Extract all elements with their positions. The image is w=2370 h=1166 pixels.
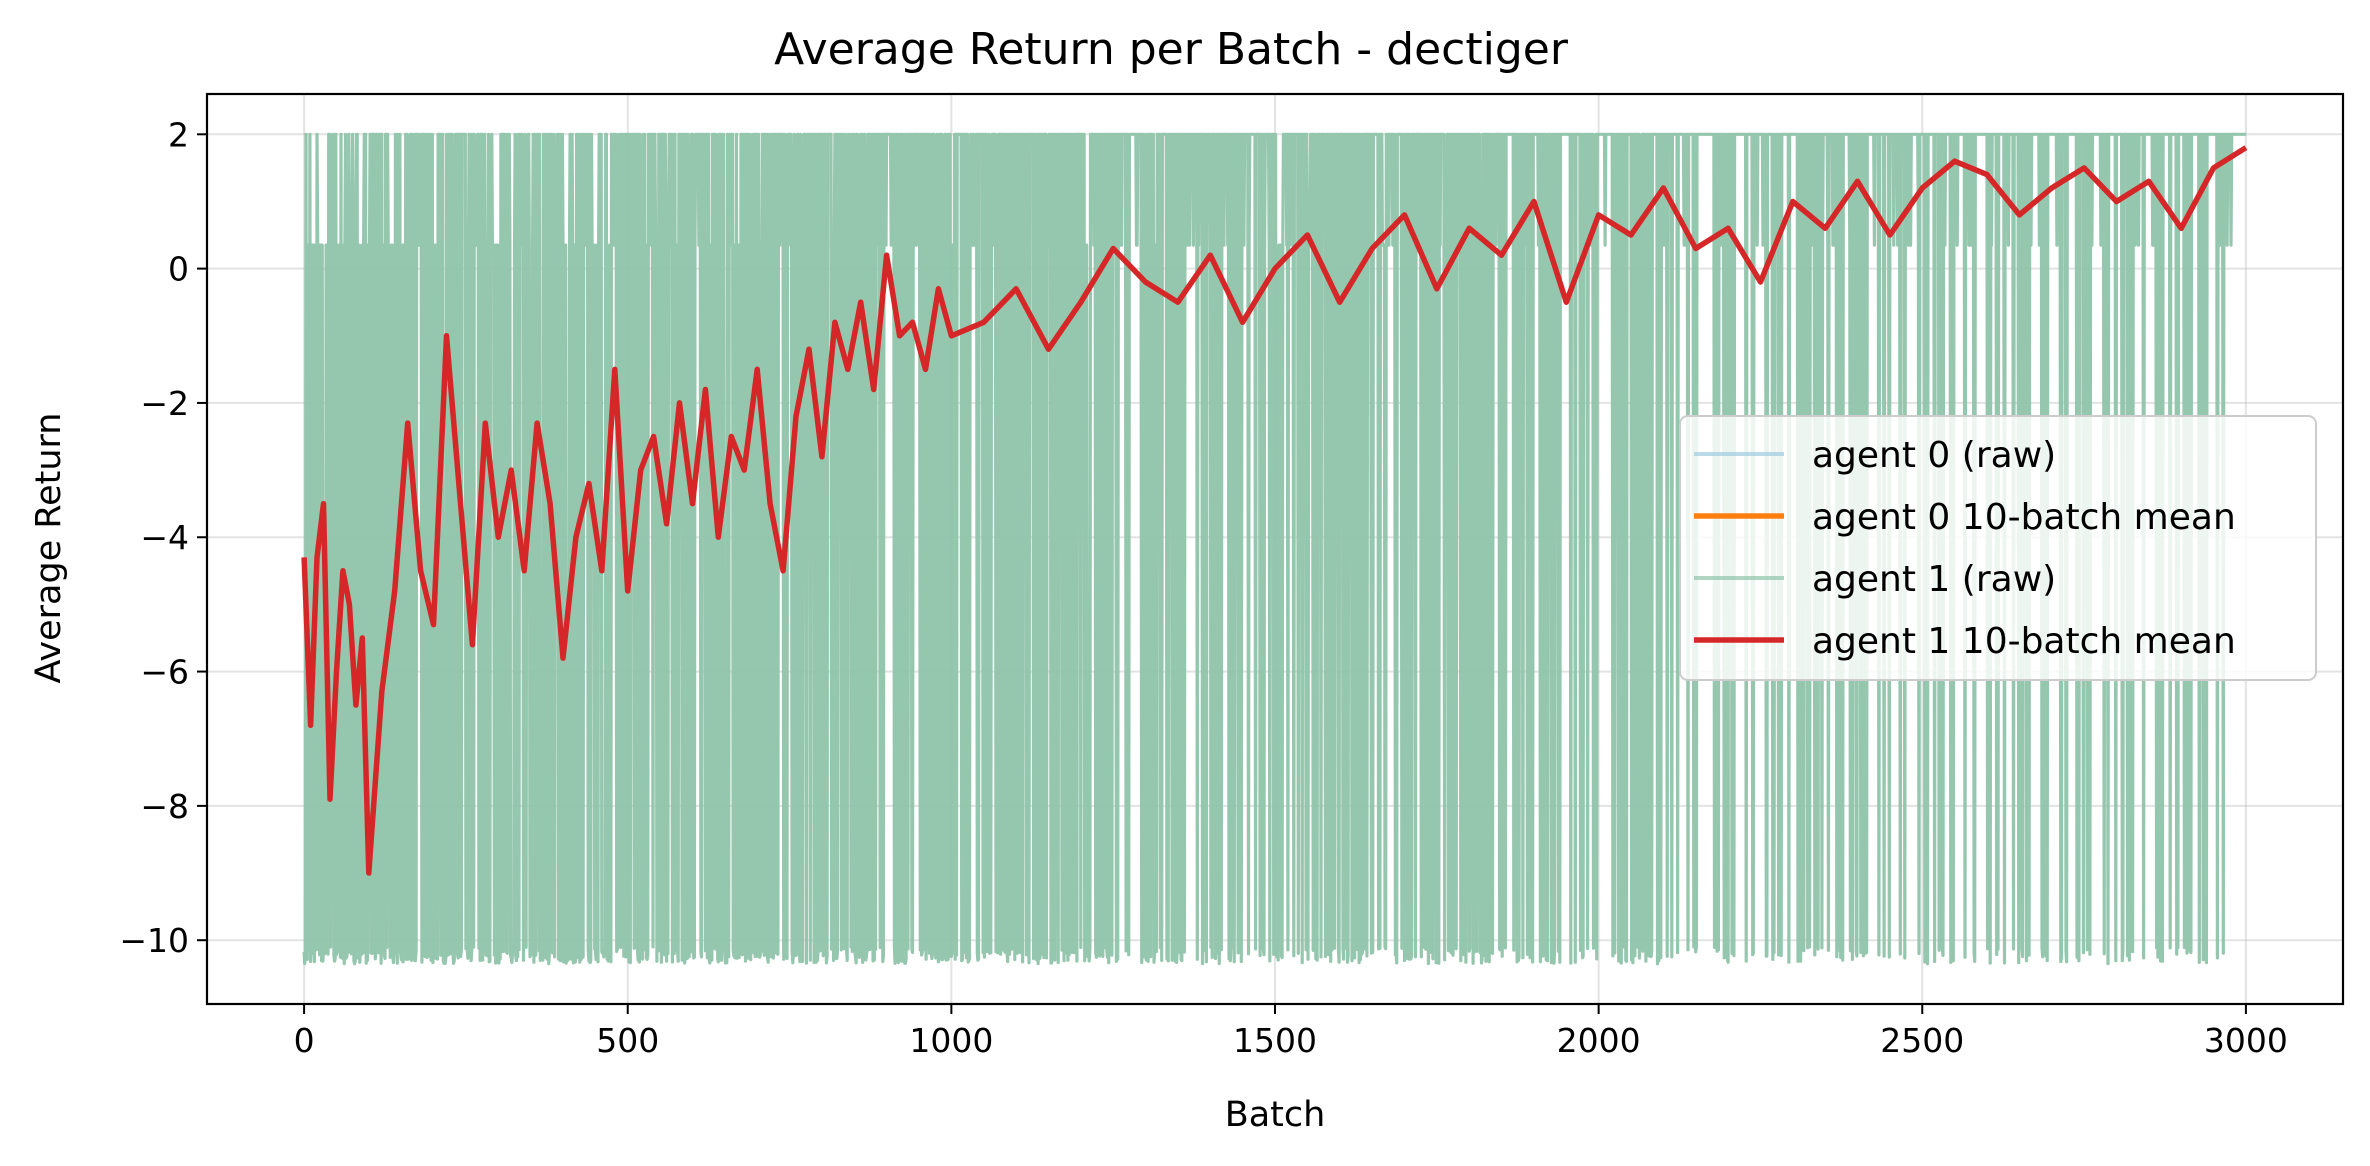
x-tick-label: 500 [596,1021,659,1060]
legend-label: agent 1 10-batch mean [1812,621,2236,662]
legend-label: agent 0 (raw) [1812,435,2056,476]
x-tick-label: 0 [294,1021,315,1060]
y-tick-label: −10 [119,921,189,960]
chart-title: Average Return per Batch - dectiger [774,24,1569,75]
y-axis-label: Average Return [29,413,69,684]
x-tick-label: 3000 [2204,1021,2288,1060]
raw-series-layer [302,132,2247,966]
y-tick-label: −4 [140,518,189,557]
legend-box [1679,415,2317,681]
x-axis: 0 500 1000 1500 2000 2500 3000 [294,1004,2288,1060]
y-axis: 2 0 −2 −4 −6 −8 −10 [119,115,207,960]
legend-label: agent 1 (raw) [1812,559,2056,600]
x-tick-label: 1500 [1233,1021,1317,1060]
x-tick-label: 2500 [1880,1021,1964,1060]
y-tick-label: −8 [140,787,189,826]
y-tick-label: −2 [140,384,189,423]
x-tick-label: 2000 [1557,1021,1641,1060]
legend-label: agent 0 10-batch mean [1812,497,2236,538]
x-tick-label: 1000 [909,1021,993,1060]
y-tick-label: −6 [140,653,189,692]
legend: agent 0 (raw) agent 0 10-batch mean agent … [1679,415,2317,681]
x-axis-label: Batch [1225,1095,1326,1135]
series-line-agent-1-mean [301,145,2248,876]
mean-series-layer [301,145,2248,876]
y-tick-label: 2 [168,115,189,154]
y-tick-label: 0 [168,250,189,289]
series-line-agent-1-raw [302,132,2247,966]
